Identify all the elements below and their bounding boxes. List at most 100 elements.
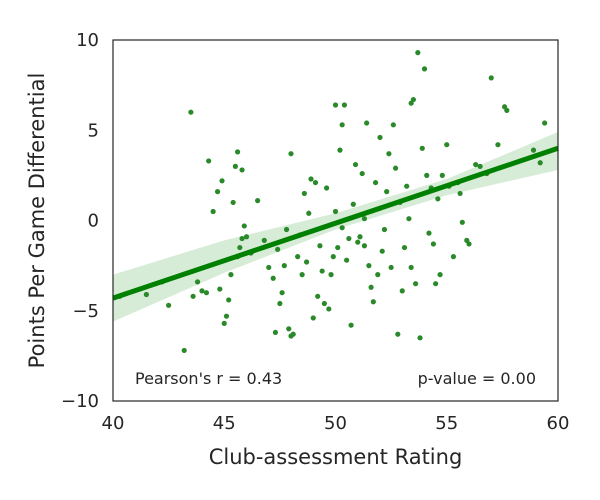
data-point [384, 189, 390, 195]
data-point [344, 257, 350, 263]
x-tick-label: 40 [102, 413, 125, 434]
data-point [437, 272, 443, 278]
data-point [221, 320, 227, 326]
regression-line [112, 145, 559, 301]
data-point [364, 120, 370, 126]
data-point [277, 300, 283, 307]
data-point [203, 290, 210, 296]
data-point [199, 288, 205, 294]
data-point [337, 147, 343, 153]
data-point [335, 244, 341, 251]
data-point [457, 190, 463, 197]
data-point [339, 225, 345, 231]
data-point [419, 145, 425, 151]
data-point [303, 259, 310, 265]
data-point [255, 198, 261, 204]
data-point [488, 75, 494, 81]
y-tick-label: 5 [88, 120, 99, 141]
data-point [319, 268, 325, 274]
data-point [217, 286, 223, 292]
data-point [355, 239, 361, 245]
data-point [352, 161, 359, 168]
data-point [228, 272, 234, 278]
data-point [326, 306, 332, 312]
data-point [332, 208, 339, 215]
data-point [495, 142, 501, 148]
data-point [261, 237, 267, 243]
confidence-band [113, 132, 558, 322]
data-point [275, 246, 281, 252]
pvalue-annotation: p-value = 0.00 [418, 369, 536, 388]
data-point [377, 134, 383, 141]
data-point [312, 179, 319, 186]
y-tick-label: −10 [61, 391, 99, 412]
data-point [368, 284, 374, 290]
data-point [239, 235, 245, 242]
data-point [426, 230, 432, 236]
data-point [361, 243, 368, 249]
x-axis-label: Club-assessment Rating [209, 445, 463, 469]
data-point [288, 151, 294, 157]
data-point [301, 190, 307, 197]
data-point [372, 179, 379, 186]
data-point [390, 122, 396, 128]
data-point [359, 170, 365, 177]
data-point [413, 281, 419, 287]
data-point [237, 244, 243, 251]
data-point [477, 163, 483, 169]
data-point [450, 254, 457, 260]
plot-area [112, 50, 559, 354]
y-tick-label: −5 [72, 301, 99, 322]
data-point [399, 288, 405, 294]
y-tick-label: 0 [88, 211, 99, 232]
data-point [235, 149, 241, 155]
data-point [206, 158, 212, 164]
data-point [386, 151, 392, 157]
x-tick-label: 55 [435, 413, 458, 434]
data-point [143, 291, 149, 298]
data-point [226, 297, 232, 303]
data-point [341, 102, 347, 108]
data-point [181, 347, 187, 354]
data-point [315, 293, 321, 299]
data-point [306, 210, 312, 216]
data-point [417, 335, 423, 341]
data-point [232, 163, 238, 169]
pearson-annotation: Pearson's r = 0.43 [135, 369, 282, 388]
data-point [310, 315, 316, 321]
data-point [270, 275, 276, 281]
data-point [439, 172, 445, 178]
data-point [395, 331, 401, 337]
data-point [430, 241, 436, 247]
data-point [330, 254, 336, 260]
data-point [272, 329, 279, 336]
data-point [317, 243, 323, 249]
data-point [321, 300, 327, 307]
data-point [444, 142, 450, 148]
data-point [459, 219, 465, 225]
data-point [537, 160, 543, 166]
data-point [406, 216, 412, 222]
data-point [339, 122, 345, 128]
data-point [324, 185, 330, 191]
data-point [433, 281, 439, 287]
data-point [421, 66, 428, 72]
data-point [190, 293, 196, 299]
data-point [188, 109, 194, 115]
data-point [375, 272, 381, 278]
data-point [415, 50, 421, 56]
data-point [166, 302, 172, 308]
data-point [348, 322, 354, 328]
data-point [286, 326, 292, 332]
data-point [243, 234, 250, 240]
data-point [223, 313, 230, 319]
data-point [194, 279, 201, 285]
data-point [239, 167, 245, 173]
data-point [504, 107, 510, 113]
data-point [370, 299, 376, 305]
data-point [473, 161, 479, 168]
data-point [346, 235, 352, 242]
data-point [388, 264, 394, 271]
data-point [230, 199, 236, 206]
